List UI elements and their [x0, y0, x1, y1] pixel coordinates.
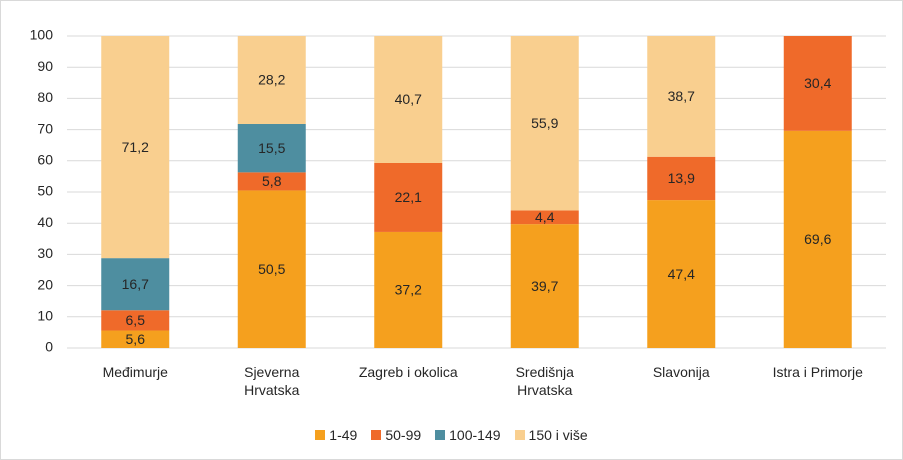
- x-tick-label: Zagreb i okolica: [358, 364, 458, 380]
- y-tick-label: 70: [37, 120, 53, 136]
- bar-segment: [647, 36, 716, 157]
- data-label: 38,7: [668, 88, 695, 104]
- bar-segment: [510, 36, 579, 211]
- data-label: 55,9: [531, 115, 558, 131]
- legend-item: 150 i više: [514, 427, 588, 443]
- data-label: 16,7: [122, 276, 149, 292]
- y-tick-label: 50: [37, 183, 53, 199]
- bar-segment: [783, 130, 852, 348]
- bar-segment: [101, 310, 170, 331]
- bar-segment: [101, 258, 170, 311]
- bar-segment: [237, 36, 306, 124]
- data-label: 15,5: [258, 140, 285, 156]
- legend-label: 50-99: [385, 427, 422, 443]
- x-tick-label: Sjeverna Hrvatska: [244, 364, 300, 398]
- data-label: 5,8: [262, 173, 282, 189]
- legend-item: 1-49: [315, 427, 357, 443]
- bar-segment: [237, 172, 306, 191]
- bar-segment: [374, 162, 443, 232]
- x-tick-label: Istra i Primorje: [772, 364, 863, 380]
- bar-segment: [101, 36, 170, 259]
- bar-segment: [237, 123, 306, 173]
- y-tick-label: 20: [37, 276, 53, 292]
- legend-item: 50-99: [371, 427, 421, 443]
- data-label: 40,7: [395, 91, 422, 107]
- legend-swatch: [435, 430, 446, 440]
- legend-swatch: [315, 430, 326, 440]
- bar-segment: [101, 330, 170, 348]
- legend-swatch: [514, 430, 525, 440]
- bar-segment: [237, 190, 306, 348]
- data-label: 13,9: [668, 170, 695, 186]
- y-tick-label: 30: [37, 245, 53, 261]
- y-tick-label: 90: [37, 58, 53, 74]
- y-tick-label: 80: [37, 89, 53, 105]
- y-tick-label: 100: [30, 27, 54, 43]
- data-label: 6,5: [126, 312, 146, 328]
- data-label: 39,7: [531, 278, 558, 294]
- y-tick-label: 10: [37, 308, 53, 324]
- bar-segment: [374, 36, 443, 163]
- x-tick-label: Središnja Hrvatska: [515, 364, 574, 398]
- legend-swatch: [371, 430, 382, 440]
- data-label: 71,2: [122, 139, 149, 155]
- y-tick-label: 40: [37, 214, 53, 230]
- bar-segment: [374, 231, 443, 348]
- bar-segment: [510, 224, 579, 348]
- data-label: 37,2: [395, 282, 422, 298]
- legend-label: 1-49: [329, 427, 358, 443]
- y-tick-label: 0: [45, 339, 53, 355]
- data-label: 28,2: [258, 72, 285, 88]
- data-label: 50,5: [258, 261, 285, 277]
- bar-segment: [510, 210, 579, 225]
- x-tick-label: Slavonija: [652, 364, 710, 380]
- bar-segment: [647, 156, 716, 201]
- bar-segment: [783, 36, 852, 131]
- data-label: 4,4: [535, 209, 555, 225]
- x-tick-label: Međimurje: [102, 364, 168, 380]
- data-label: 5,6: [126, 331, 146, 347]
- bar-segment: [647, 200, 716, 348]
- data-label: 22,1: [395, 189, 422, 205]
- data-label: 69,6: [804, 231, 831, 247]
- legend-label: 100-149: [449, 427, 501, 443]
- legend-label: 150 i više: [528, 427, 588, 443]
- legend: 1-49 50-99 100-149 150 i više: [1, 427, 902, 443]
- legend-item: 100-149: [435, 427, 501, 443]
- y-tick-label: 60: [37, 152, 53, 168]
- data-label: 47,4: [668, 266, 695, 282]
- data-label: 30,4: [804, 75, 831, 91]
